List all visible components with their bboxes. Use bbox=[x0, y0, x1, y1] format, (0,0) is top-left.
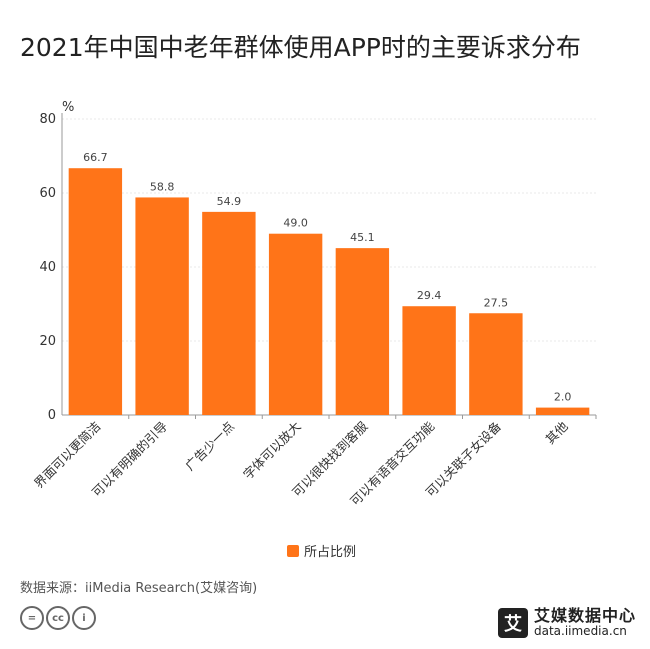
bar-value-label: 45.1 bbox=[350, 231, 375, 244]
license-icons: = cc i bbox=[20, 606, 96, 630]
brand-logo-icon: 艾 bbox=[497, 608, 528, 638]
bar bbox=[202, 211, 256, 415]
y-tick-label: 80 bbox=[39, 112, 56, 127]
legend: 所占比例 bbox=[287, 541, 356, 560]
attribution-icon: i bbox=[72, 606, 96, 630]
x-tick-label: 广告少一点 bbox=[182, 419, 237, 474]
y-tick-label: 40 bbox=[39, 260, 56, 275]
brand-url: data.iimedia.cn bbox=[533, 624, 627, 639]
data-source: 数据来源：iiMedia Research(艾媒咨询) bbox=[20, 581, 258, 596]
x-tick-label: 字体可以放大 bbox=[240, 419, 304, 483]
bar bbox=[135, 197, 189, 415]
chart-title: 2021年中国中老年群体使用APP时的主要诉求分布 bbox=[20, 33, 581, 62]
bar bbox=[402, 306, 456, 415]
bar-value-label: 49.0 bbox=[283, 217, 308, 230]
bar-value-label: 58.8 bbox=[150, 180, 175, 193]
bar-value-label: 27.5 bbox=[484, 296, 509, 309]
y-tick-label: 0 bbox=[48, 408, 56, 423]
bar bbox=[68, 168, 123, 415]
y-tick-label: 60 bbox=[39, 186, 56, 201]
x-tick-label: 其他 bbox=[542, 418, 571, 447]
bar bbox=[469, 313, 523, 415]
bar-value-label: 2.0 bbox=[554, 391, 572, 404]
bar-chart: %02040608066.7界面可以更简洁58.8可以有明确的引导54.9广告少… bbox=[31, 100, 597, 509]
y-tick-label: 20 bbox=[39, 334, 56, 349]
no-derivatives-icon: = bbox=[20, 606, 44, 630]
brand-name: 艾媒数据中心 bbox=[533, 606, 636, 626]
legend-label: 所占比例 bbox=[304, 545, 357, 560]
bar bbox=[535, 407, 590, 415]
x-tick-label: 界面可以更简洁 bbox=[31, 419, 103, 491]
y-axis-unit: % bbox=[62, 100, 74, 115]
bar-value-label: 54.9 bbox=[217, 195, 242, 208]
bar bbox=[268, 233, 323, 415]
creative-commons-icon: cc bbox=[46, 606, 70, 630]
bar-value-label: 29.4 bbox=[417, 289, 442, 302]
bar-value-label: 66.7 bbox=[83, 151, 108, 164]
brand-watermark: 艾 艾媒数据中心 data.iimedia.cn bbox=[497, 606, 636, 639]
bar bbox=[335, 248, 390, 415]
legend-swatch bbox=[287, 544, 299, 557]
